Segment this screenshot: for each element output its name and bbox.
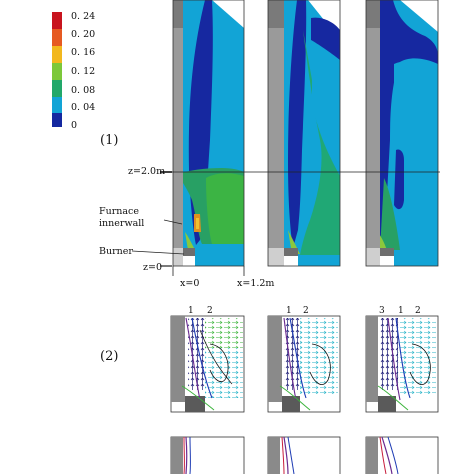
flow-label: 3 (379, 306, 385, 316)
flow-label: 2 (207, 306, 213, 316)
colorbar-tick-label: 0. 20 (71, 29, 96, 40)
contour-plot-b (268, 0, 340, 266)
colorbar-tick-label: 0. 12 (71, 66, 96, 77)
flow-label: 2 (415, 306, 421, 316)
colorbar-swatch-008 (52, 80, 62, 97)
x-max-label: x=1.2m (237, 278, 275, 289)
z-zero-label: z=0 (143, 262, 163, 273)
burner-label: Burner (99, 246, 133, 257)
x-zero-label: x=0 (180, 278, 200, 289)
furnace-label-line2: innerwall (99, 218, 145, 229)
colorbar-swatch-016 (52, 46, 62, 63)
panel-label-2: (2) (100, 349, 119, 364)
colorbar-swatch-024 (52, 12, 62, 29)
colorbar-tick-label: 0. 24 (71, 11, 96, 22)
flow-label: 1 (188, 306, 194, 316)
panel-label-1: (1) (100, 133, 119, 148)
profile-plot-c (365, 436, 439, 474)
colorbar-tick-label: 0. 16 (71, 47, 96, 58)
furnace-label-line1: Furnace (99, 206, 139, 217)
colorbar-tick-label: 0 (71, 120, 78, 131)
colorbar-swatch-020 (52, 29, 62, 46)
colorbar-swatch-0 (52, 113, 62, 127)
colorbar-tick-label: 0. 08 (71, 85, 96, 96)
colorbar-tick-label: 0. 04 (71, 102, 96, 113)
z-top-label: z=2.0m (128, 166, 166, 177)
colorbar-swatch-004 (52, 97, 62, 113)
contour-plot-a (173, 0, 244, 266)
flow-label: 1 (398, 306, 404, 316)
flow-label: 1 (286, 306, 292, 316)
flow-label: 2 (303, 306, 309, 316)
flow-label: 3 (178, 378, 184, 388)
vector-plot-a (170, 315, 245, 413)
contour-plot-c (366, 0, 438, 266)
colorbar-swatch-012 (52, 63, 62, 80)
profile-plot-a (170, 436, 245, 474)
vector-plot-c (365, 315, 439, 413)
vector-plot-b (267, 315, 341, 413)
profile-plot-b (267, 436, 341, 474)
